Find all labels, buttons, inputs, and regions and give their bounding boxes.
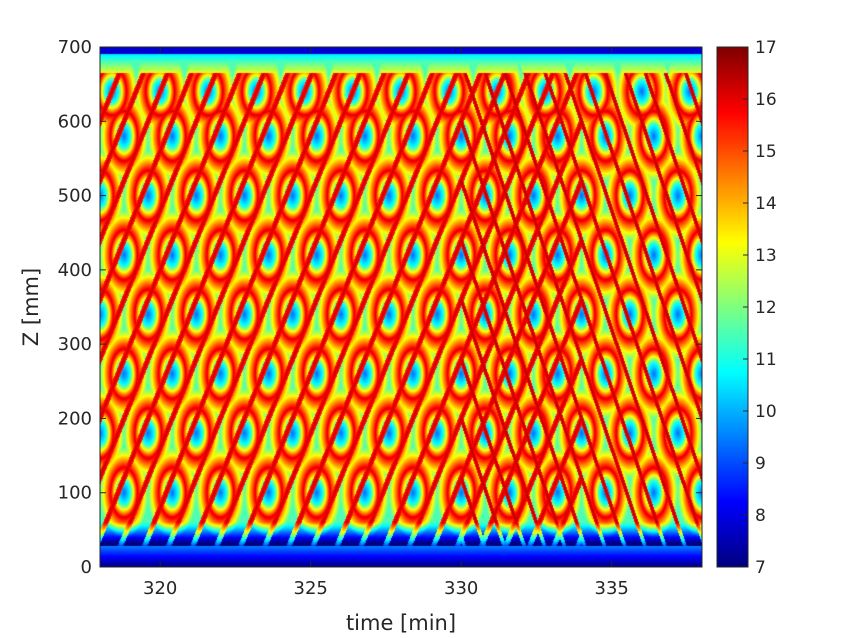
y-tick-label: 400 (58, 260, 92, 281)
y-tick-label: 300 (58, 334, 92, 355)
y-tick-label: 600 (58, 111, 92, 132)
colorbar-gradient (717, 47, 748, 567)
colorbar-tick-label: 11 (755, 350, 777, 370)
colorbar-tick-label: 8 (755, 506, 766, 526)
colorbar (717, 47, 748, 567)
colorbar-tick-label: 13 (755, 246, 777, 266)
plot-area (100, 47, 702, 567)
colorbar-tick-label: 10 (755, 402, 777, 422)
colorbar-tick-label: 7 (755, 558, 766, 578)
y-tick-label: 0 (81, 557, 92, 578)
y-tick-label: 100 (58, 483, 92, 504)
colorbar-tick-label: 15 (755, 142, 777, 162)
y-axis-ticks: 0 100 200 300 400 500 600 700 (58, 37, 702, 578)
x-tick-label: 335 (595, 578, 629, 599)
colorbar-tick-label: 16 (755, 90, 777, 110)
y-tick-label: 700 (58, 37, 92, 58)
x-tick-label: 320 (143, 578, 177, 599)
y-tick-label: 200 (58, 408, 92, 429)
colorbar-tick-label: 12 (755, 298, 777, 318)
colorbar-tick-label: 9 (755, 454, 766, 474)
x-tick-label: 330 (444, 578, 478, 599)
x-tick-label: 325 (294, 578, 328, 599)
y-tick-label: 500 (58, 186, 92, 207)
colorbar-ticks: 7 8 9 10 11 12 13 14 15 16 17 (743, 38, 777, 578)
x-axis-title: time [min] (346, 611, 456, 635)
plot-frame (99, 46, 703, 568)
x-axis-ticks: 320 325 330 335 (143, 47, 629, 599)
y-axis-title: Z [mm] (19, 268, 43, 346)
heatmap (100, 47, 702, 567)
colorbar-tick-label: 17 (755, 38, 777, 58)
colorbar-tick-label: 14 (755, 194, 777, 214)
